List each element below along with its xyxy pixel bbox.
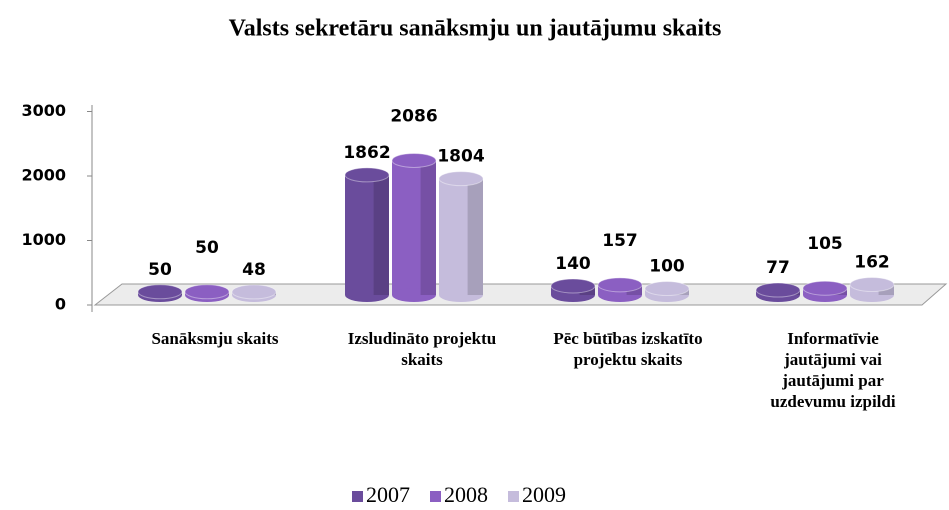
x-label-box: Pēc būtības izskatīto projektu skaits [553, 329, 703, 369]
x-tick-label: Informatīvie jautājumi vai jautājumi par… [770, 329, 896, 411]
value-label: 48 [242, 260, 266, 280]
value-label: 140 [555, 254, 591, 274]
bar-base [392, 288, 436, 302]
x-label-box: Izsludināto projektu skaits [347, 329, 497, 369]
bar-body [345, 174, 389, 295]
bar-top [391, 152, 437, 168]
bar [344, 167, 390, 302]
bar-shade [467, 178, 483, 295]
chart-title: Valsts sekretāru sanāksmju un jautājumu … [229, 16, 722, 42]
bar-top [438, 171, 484, 187]
bar-top [644, 281, 690, 297]
bar-base [850, 288, 894, 302]
value-label: 1862 [343, 143, 390, 163]
value-label: 2086 [390, 106, 437, 126]
x-tick-label: Izsludināto projektu skaits [347, 329, 497, 369]
bar-top [550, 278, 596, 294]
bar [391, 152, 437, 302]
bar [849, 277, 895, 302]
bar [802, 280, 848, 302]
bar-base [439, 288, 483, 302]
bar [438, 171, 484, 302]
floor [93, 283, 948, 306]
value-label: 162 [854, 253, 890, 273]
bar-top [231, 284, 277, 300]
bar-body [439, 178, 483, 295]
bar-top [802, 280, 848, 296]
y-tick-label: 0 [55, 295, 66, 314]
value-label: 105 [807, 234, 843, 254]
value-label: 50 [148, 260, 172, 280]
bar-top [137, 284, 183, 300]
y-tick-label: 3000 [21, 101, 66, 120]
bar [644, 281, 690, 302]
bar-top [184, 284, 230, 300]
bar-base [598, 288, 642, 302]
bar-base [345, 288, 389, 302]
x-tick-label: Pēc būtības izskatīto projektu skaits [553, 329, 703, 369]
x-label-box: Sanāksmju skaits [151, 329, 279, 348]
y-tick-label: 1000 [21, 230, 66, 249]
bar-shade [373, 174, 389, 295]
x-tick-label: Sanāksmju skaits [151, 329, 279, 348]
bar [550, 278, 596, 302]
legend-label: 2009 [522, 482, 566, 507]
value-label: 77 [766, 258, 790, 278]
bar-top [344, 167, 390, 183]
bar [231, 284, 277, 302]
bar [184, 284, 230, 302]
bar [137, 284, 183, 302]
value-label: 100 [649, 257, 685, 277]
bar-body [392, 160, 436, 295]
x-label-box: Informatīvie jautājumi vai jautājumi par… [770, 329, 896, 411]
legend-swatch [352, 491, 363, 502]
legend-swatch [430, 491, 441, 502]
legend-swatch [508, 491, 519, 502]
bar-top [597, 277, 643, 293]
bar-shade [420, 160, 436, 295]
value-label: 1804 [437, 147, 484, 167]
bar [755, 282, 801, 302]
legend-label: 2008 [444, 482, 488, 507]
bar [597, 277, 643, 302]
bar-top [849, 277, 895, 293]
legend-label: 2007 [366, 482, 410, 507]
y-tick-label: 2000 [21, 166, 66, 185]
value-label: 157 [602, 231, 638, 251]
value-label: 50 [195, 238, 219, 258]
bar-top [755, 282, 801, 298]
